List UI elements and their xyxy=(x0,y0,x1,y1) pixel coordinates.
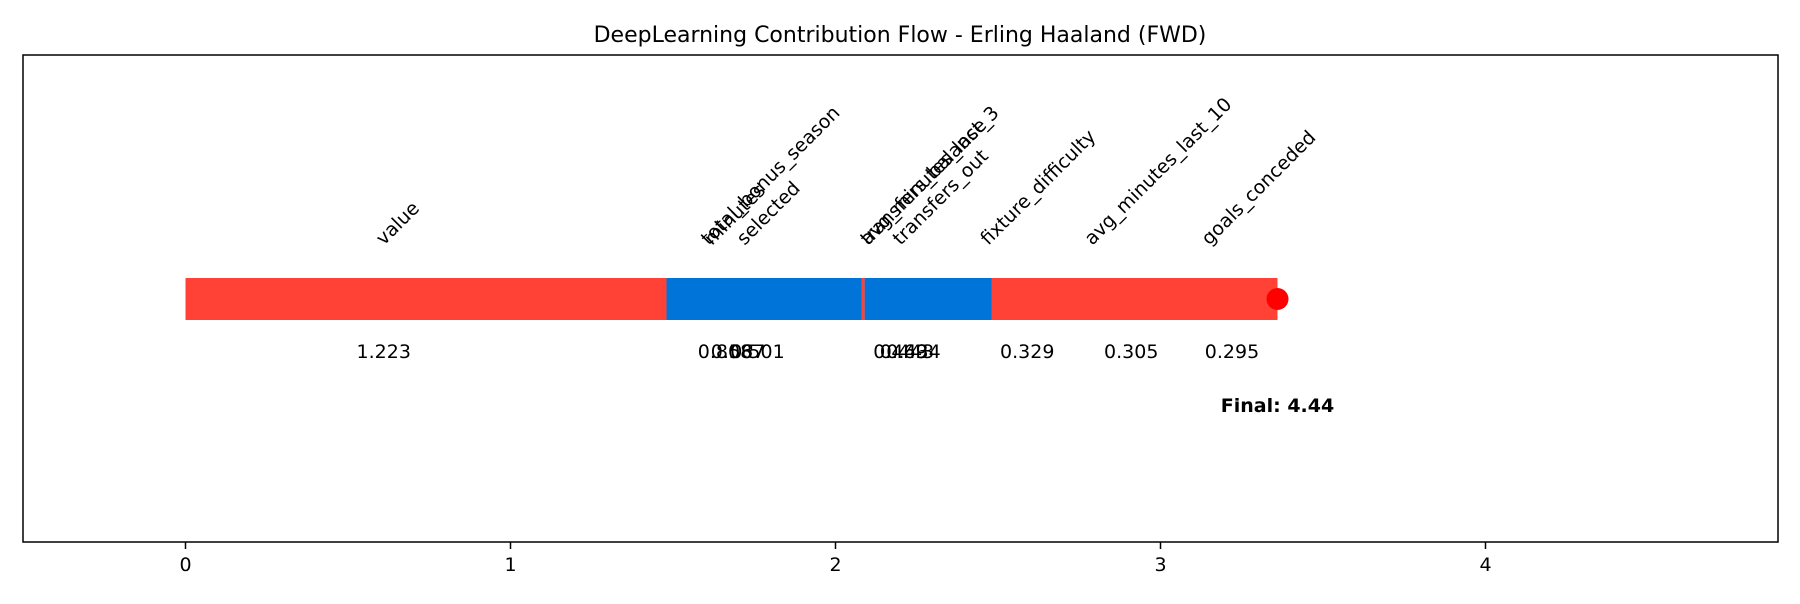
value-label: 0.501 xyxy=(730,341,784,363)
feature-label: fixture_difficulty xyxy=(976,125,1100,249)
final-marker xyxy=(1266,288,1289,310)
value-label: 0.295 xyxy=(1205,341,1259,363)
bar-avg-minutes-last-3 xyxy=(861,278,865,320)
x-tick-label: 0 xyxy=(179,554,191,576)
x-tick-label: 3 xyxy=(1154,554,1166,576)
waterfall-bars xyxy=(185,278,1278,320)
value-label: 0.808 xyxy=(698,341,752,363)
feature-label: goals_conceded xyxy=(1197,126,1320,249)
bar-goals-conceded xyxy=(1193,278,1278,320)
feature-label: total_bonus_season xyxy=(697,102,845,250)
value-label: 0.443 xyxy=(880,341,934,363)
bar-fixture-difficulty xyxy=(991,278,1096,320)
value-label: 0.305 xyxy=(1104,341,1158,363)
x-tick-label: 2 xyxy=(829,554,841,576)
x-axis: 0 1 2 3 4 xyxy=(179,542,1492,576)
x-tick-label: 1 xyxy=(504,554,516,576)
value-label: 0.329 xyxy=(1000,341,1054,363)
final-label: Final: 4.44 xyxy=(1221,395,1334,417)
bar-avg-minutes-last-10 xyxy=(1095,278,1193,320)
bar-value xyxy=(185,278,667,320)
bar-selected xyxy=(666,278,862,320)
value-label: 0.469 xyxy=(873,341,927,363)
chart-title: DeepLearning Contribution Flow - Erling … xyxy=(594,23,1207,48)
x-tick-label: 4 xyxy=(1479,554,1491,576)
feature-label: value xyxy=(372,197,424,249)
bar-transfers-out xyxy=(864,278,992,320)
value-label: 1.223 xyxy=(357,341,411,363)
value-label: 0.567 xyxy=(711,341,765,363)
value-label: 0.434 xyxy=(886,341,940,363)
plot-frame xyxy=(22,54,1779,543)
